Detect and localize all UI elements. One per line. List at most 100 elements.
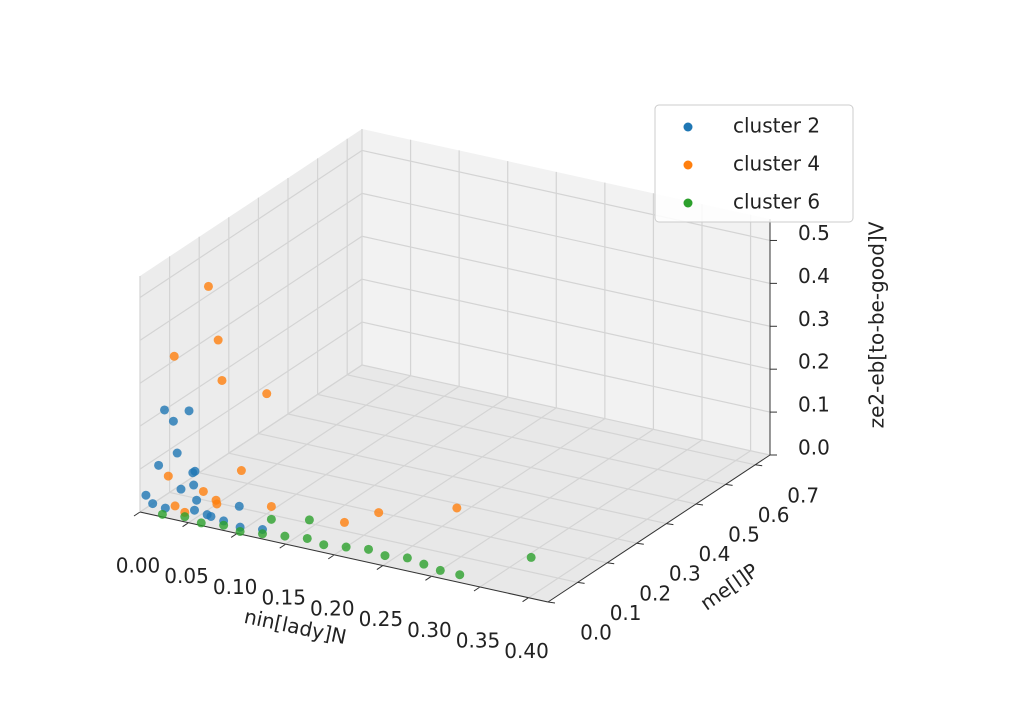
point (217, 375, 227, 385)
z-tick-label: 0.5 (798, 221, 830, 245)
point (168, 416, 178, 426)
point (192, 495, 202, 505)
point (184, 406, 194, 416)
y-tick (577, 581, 585, 584)
y-tick (666, 523, 674, 526)
point (189, 505, 199, 515)
x-tick-label: 0.00 (116, 554, 161, 578)
point (176, 484, 186, 494)
point (266, 514, 276, 524)
y-tick-label: 0.4 (698, 542, 730, 566)
grid-line (139, 192, 363, 341)
point (435, 565, 445, 575)
point (154, 460, 164, 470)
z-axis-label: ze2-eb[to-be-good]V (865, 221, 889, 428)
legend-box (654, 104, 854, 223)
x-tick-label: 0.35 (456, 629, 501, 653)
z-tick-label: 0.3 (798, 307, 830, 331)
point (419, 559, 429, 569)
point (374, 508, 384, 518)
x-axis (139, 511, 549, 603)
grid-line (361, 278, 771, 370)
point (148, 499, 158, 509)
point (169, 351, 179, 361)
point (160, 405, 170, 415)
y-tick (755, 464, 763, 467)
point (180, 512, 190, 522)
z-tick-label: 0.0 (798, 436, 830, 460)
y-tick-label: 0.0 (580, 621, 612, 645)
y-tick (607, 562, 615, 565)
point (211, 495, 221, 505)
point (196, 518, 206, 528)
grid-line (188, 375, 411, 524)
x-tick-label: 0.15 (261, 586, 306, 610)
grid-line (317, 393, 726, 485)
point (235, 526, 245, 536)
x-tick (473, 586, 481, 592)
legend-marker (683, 160, 693, 170)
y-tick-label: 0.1 (610, 601, 642, 625)
grid-line (139, 321, 363, 470)
point (234, 501, 244, 511)
x-tick-label: 0.20 (310, 596, 355, 620)
y-tick-label: 0.2 (639, 581, 671, 605)
x-tick (522, 597, 529, 603)
z-tick-label: 0.2 (798, 350, 830, 374)
point (304, 515, 314, 525)
grid-line (287, 413, 697, 505)
point (189, 480, 199, 490)
point (280, 531, 290, 541)
y-tick-label: 0.7 (787, 483, 819, 507)
x-tick (230, 533, 238, 538)
y-tick (695, 503, 704, 506)
point (203, 281, 213, 291)
point (266, 501, 276, 511)
legend-marker (683, 122, 693, 132)
point (526, 552, 536, 562)
y-tick-label: 0.6 (758, 503, 790, 527)
y-axis-label: me[l]P (696, 558, 763, 615)
grid-line (528, 450, 751, 599)
point (219, 520, 229, 530)
x-tick-label: 0.10 (213, 575, 258, 599)
point (364, 544, 374, 554)
x-tick (328, 554, 335, 560)
point (455, 570, 465, 580)
grid-line (228, 452, 637, 544)
point (170, 501, 180, 511)
x-tick-label: 0.25 (359, 607, 404, 631)
point (257, 529, 267, 539)
point (341, 542, 351, 552)
point (319, 540, 329, 550)
point (188, 468, 198, 478)
legend-label: cluster 2 (733, 114, 820, 138)
point (163, 471, 173, 481)
x-tick (133, 511, 141, 517)
point (172, 448, 182, 458)
grid-line (431, 428, 654, 577)
grid-line (139, 278, 363, 427)
legend: cluster 2 cluster 4 cluster 6 (654, 104, 854, 223)
point (141, 490, 151, 500)
y-axis (547, 454, 771, 603)
point (339, 517, 349, 527)
grid-line (199, 472, 608, 564)
z-tick-label: 0.4 (798, 264, 830, 288)
y-tick (547, 601, 556, 604)
x-tick-label: 0.40 (504, 639, 549, 663)
point (198, 486, 208, 496)
x-tick (376, 565, 384, 570)
point (302, 533, 312, 543)
point (380, 551, 390, 561)
legend-label: cluster 6 (733, 190, 820, 214)
x-tick (279, 543, 286, 549)
point (452, 503, 462, 513)
grid-line (382, 418, 606, 567)
grid-line (361, 364, 771, 456)
grid-line (361, 192, 771, 284)
x-tick (182, 522, 189, 528)
legend-marker (683, 198, 693, 208)
y-tick (725, 483, 733, 486)
